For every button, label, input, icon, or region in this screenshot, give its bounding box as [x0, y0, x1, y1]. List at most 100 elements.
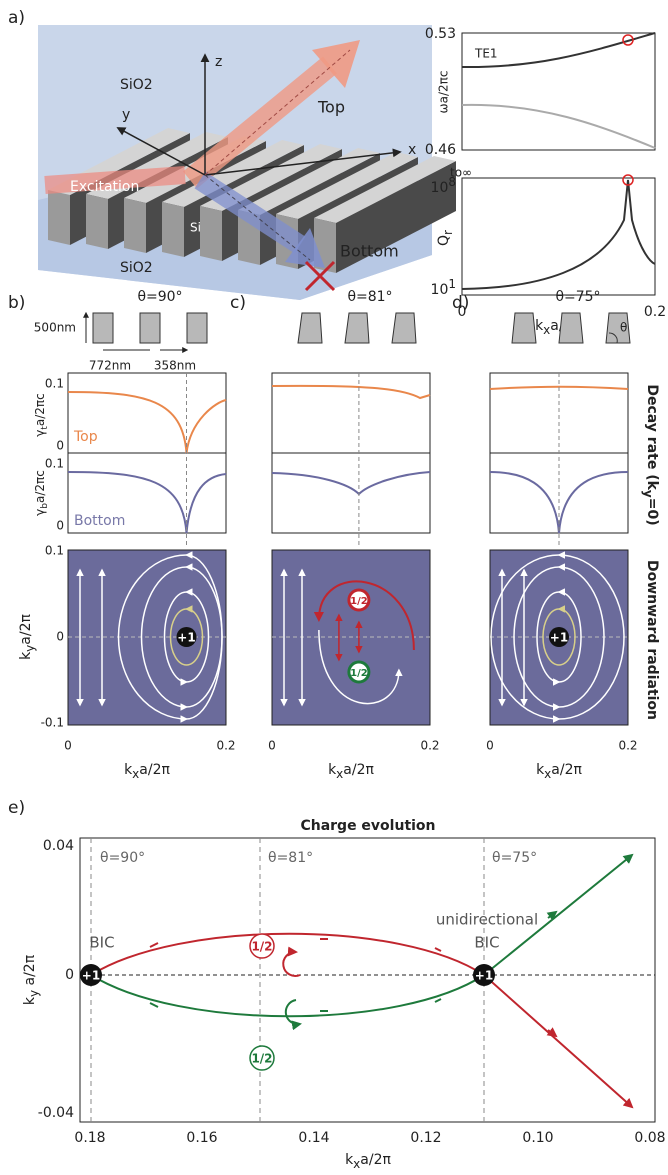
- tick-label: 0.53: [425, 26, 456, 42]
- side-label: Downward radiation: [644, 560, 660, 720]
- dimension: 772nm: [89, 359, 131, 373]
- tick-label: -0.1: [41, 716, 64, 730]
- bar-front: [162, 202, 184, 257]
- label-sub: y: [23, 645, 37, 652]
- decay-top-curve: [67, 391, 227, 454]
- bar-top: [314, 156, 456, 223]
- series-name: Top: [73, 429, 98, 445]
- decay-bottom-curve: [271, 471, 431, 496]
- plot-title: Charge evolution: [300, 818, 435, 834]
- tick-exp: 8: [448, 175, 456, 189]
- label-main: k: [22, 996, 38, 1005]
- axis-label: kxa/2π: [536, 762, 582, 781]
- bar-front: [200, 206, 222, 261]
- label-rest: a/2π: [22, 954, 38, 990]
- label-main: Q: [436, 235, 452, 246]
- bar-front: [124, 198, 146, 253]
- decay-top-curve: [489, 385, 629, 390]
- label-sub: x: [336, 767, 343, 781]
- tick-label: 0.1: [45, 457, 64, 471]
- tick-label: 0: [64, 739, 72, 753]
- angle-title: θ=81°: [347, 289, 392, 305]
- decay-bottom-curve: [489, 471, 629, 534]
- field-arc: [185, 588, 210, 683]
- decay-frame: [489, 372, 629, 454]
- bar-front: [48, 190, 70, 245]
- label-sub: x: [353, 1157, 360, 1171]
- charge: +1: [475, 969, 493, 983]
- panel-label: a): [8, 8, 25, 28]
- axis-label: γta/2πc: [33, 393, 50, 437]
- cross-sections: [86, 313, 631, 350]
- panel-label: c): [230, 293, 246, 313]
- tick-label: 0.18: [74, 1130, 105, 1146]
- tick-label: 0.12: [410, 1130, 441, 1146]
- annotation: unidirectional: [436, 911, 538, 929]
- tick-base: 10: [431, 282, 449, 298]
- label-rest: a/2π: [343, 762, 374, 778]
- charge-dot: [549, 627, 569, 647]
- side-label: Decay rate (ky=0): [642, 384, 661, 525]
- tick-label: 0.16: [186, 1130, 217, 1146]
- field-arc: [513, 566, 561, 711]
- label-rest: a/2π: [18, 614, 34, 645]
- decay-bottom-curve: [67, 471, 227, 534]
- tick-label: 0.46: [425, 142, 456, 158]
- dimension: 500nm: [34, 321, 76, 335]
- dimension: 358nm: [154, 359, 196, 373]
- label-sub: b: [40, 503, 50, 509]
- angle-mark: θ: [620, 321, 627, 335]
- charge-dot: [176, 627, 197, 647]
- bar-top: [276, 152, 418, 219]
- label-rest: a/2π: [139, 762, 170, 778]
- decay-frame: [67, 452, 227, 534]
- scene-label: Excitation: [70, 179, 139, 195]
- tick-base: 10: [431, 180, 449, 196]
- label-rest: a/2π: [551, 762, 582, 778]
- field-arc: [557, 551, 625, 720]
- label-rest: a/2πc: [33, 393, 47, 426]
- tick-label: 0.2: [216, 739, 235, 753]
- field-arc: [490, 554, 561, 723]
- tick-label: 0.10: [522, 1130, 553, 1146]
- label-sub: x: [132, 767, 139, 781]
- label-rest: a/2πc: [33, 470, 47, 503]
- angle-title: θ=81°: [268, 850, 313, 866]
- tick-label: 108: [431, 175, 456, 197]
- axis-label: Qr: [436, 230, 455, 246]
- tick-exp: 1: [448, 277, 456, 291]
- scene-label: Bottom: [340, 242, 399, 261]
- tick-label: 0: [458, 304, 467, 320]
- tick-label: 0.14: [298, 1130, 329, 1146]
- label-main: Decay rate (k: [644, 384, 660, 490]
- bar-side: [336, 161, 456, 273]
- axis-label: ωa/2πc: [437, 71, 451, 114]
- tick-label: 0: [486, 739, 494, 753]
- label-main: k: [328, 762, 337, 778]
- label-rest: =0): [644, 498, 660, 526]
- label-sub: y: [642, 490, 656, 498]
- half-charge: 1/2: [251, 1052, 272, 1066]
- scene-label: SiO2: [120, 77, 153, 93]
- angle-title: θ=90°: [137, 289, 182, 305]
- field-arc: [318, 629, 403, 705]
- label-sub: r: [441, 230, 455, 235]
- decay-top-curve: [271, 384, 431, 400]
- tick-label: 0.1: [45, 544, 64, 558]
- label-main: k: [124, 762, 133, 778]
- tick-label: 0.08: [634, 1130, 665, 1146]
- label-sub: t: [40, 426, 50, 430]
- angle-title: θ=75°: [492, 850, 537, 866]
- axis-label: kya/2π: [18, 614, 37, 660]
- charge: +1: [82, 969, 100, 983]
- label-main: γ: [33, 430, 47, 437]
- label-main: k: [535, 318, 544, 334]
- charge-plot: [79, 837, 656, 1123]
- tick-label: -0.04: [38, 1105, 74, 1121]
- tick-label: 0.1: [45, 377, 64, 391]
- panel-label: e): [8, 798, 25, 818]
- band-name: TE1: [474, 47, 498, 61]
- panel-label: b): [8, 293, 25, 313]
